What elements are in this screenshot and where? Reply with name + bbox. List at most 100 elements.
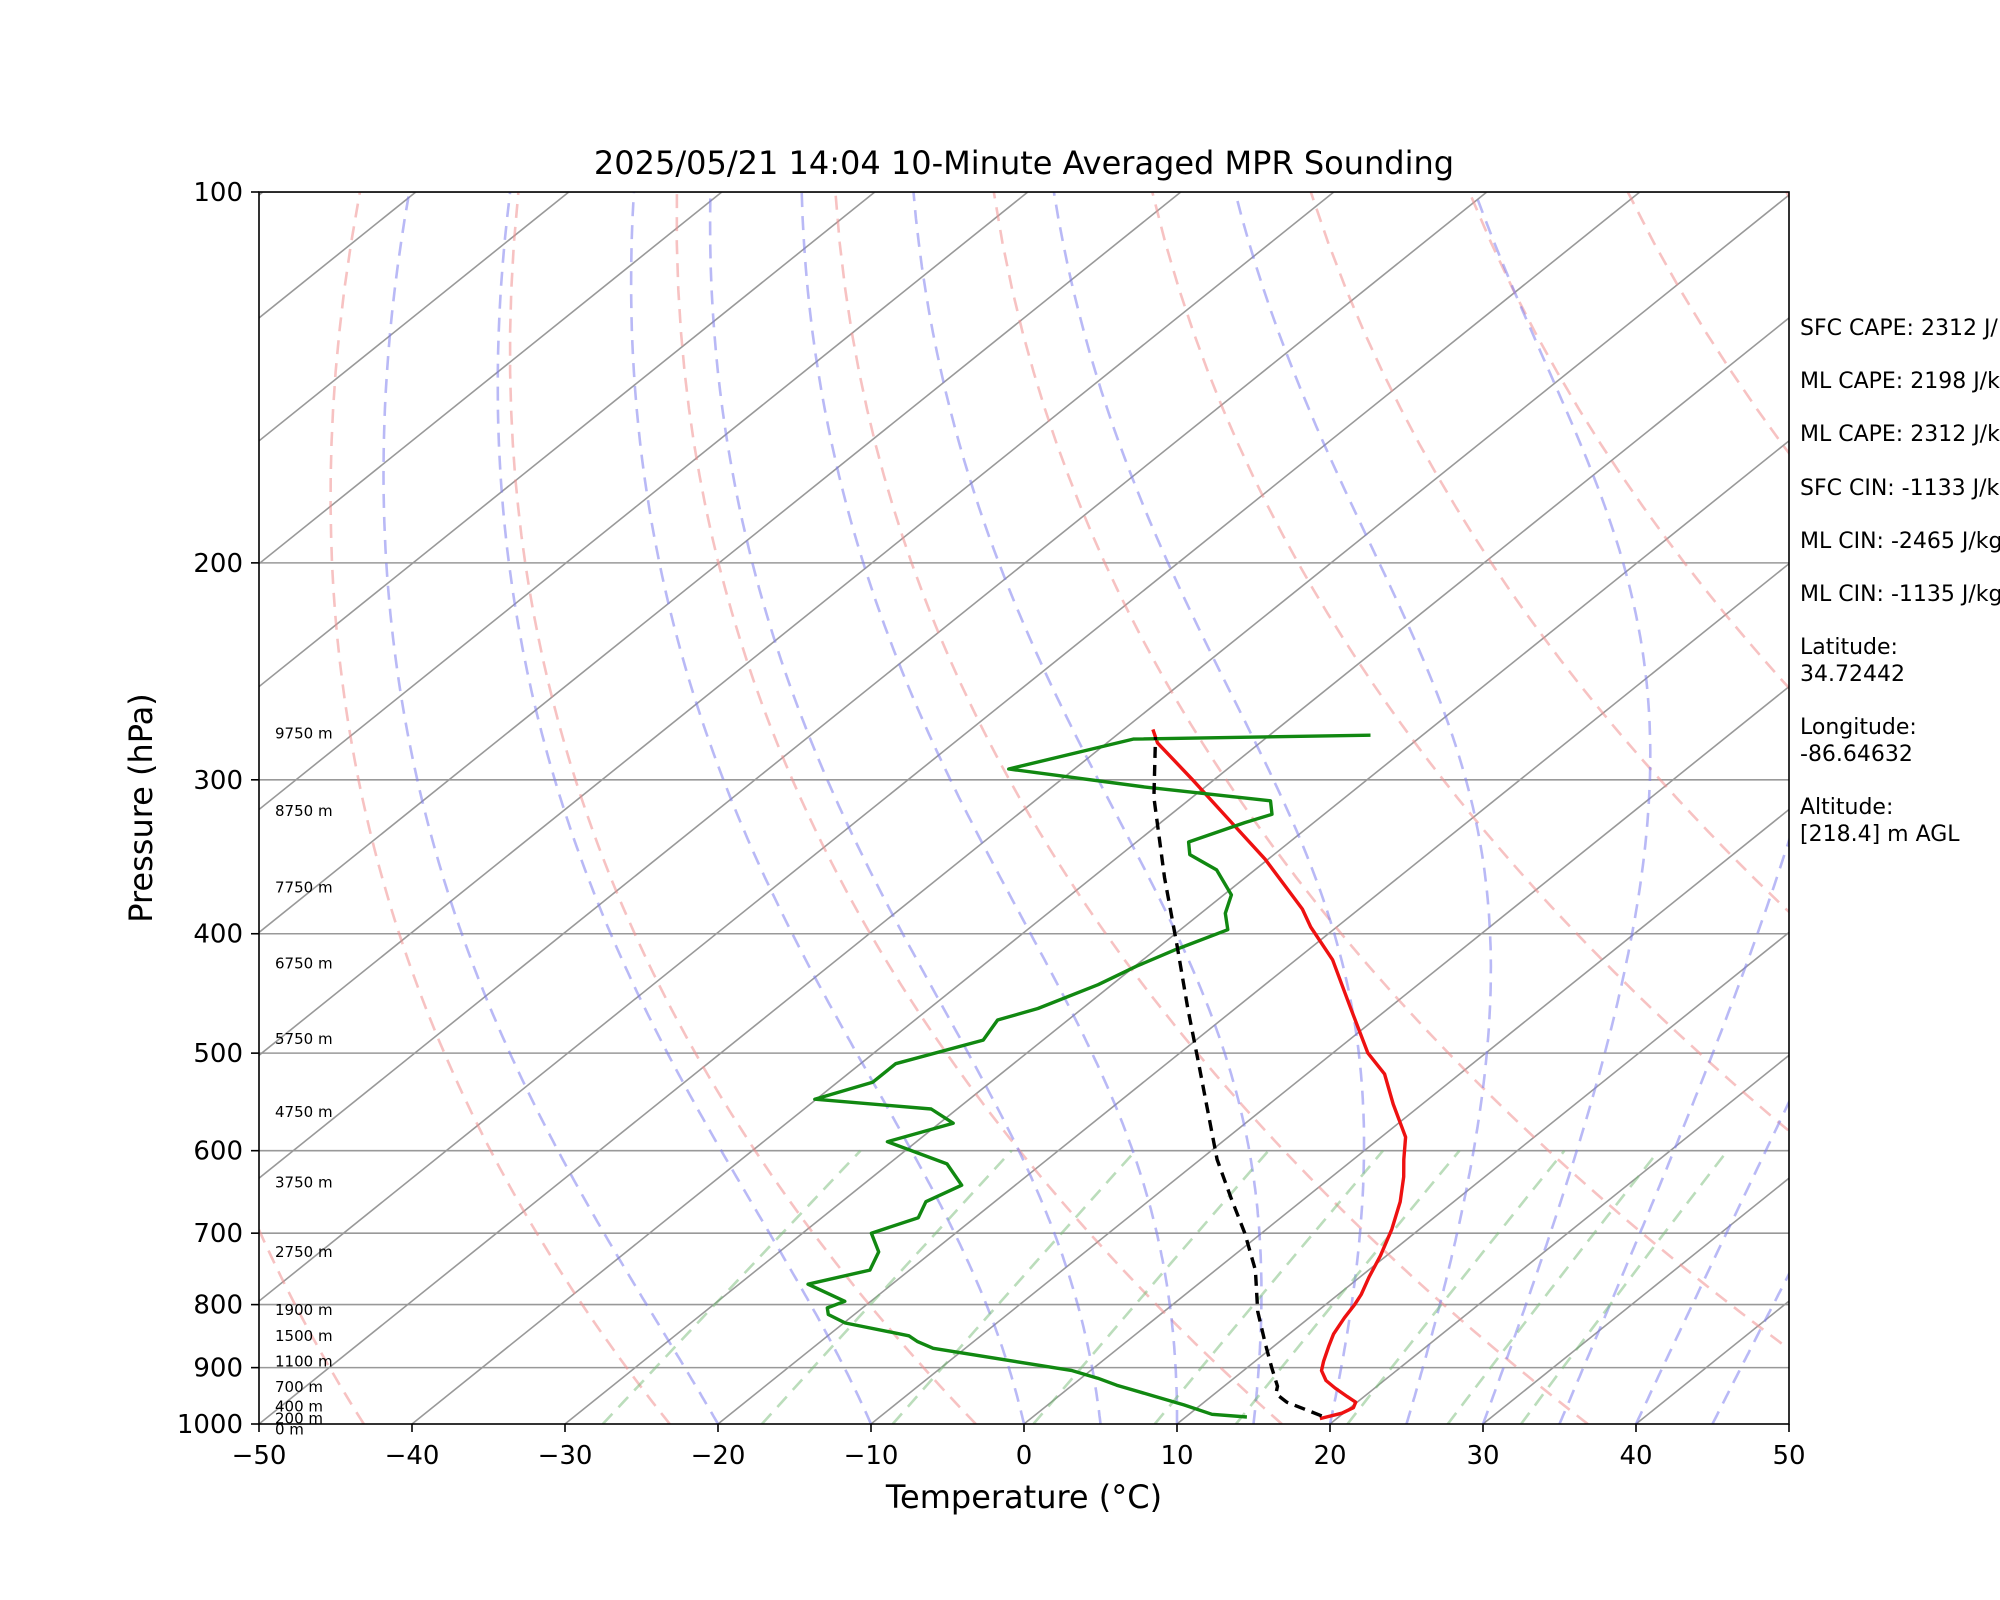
moist-adiabat-line	[1558, 192, 1789, 1424]
mixing-ratio-line	[1346, 1149, 1566, 1424]
axis-ticks: −50 −40 −30 −20 −10 0 10 20 30 40 50 100 200 300 400 50…	[177, 178, 1806, 1471]
dry-adiabat-line	[508, 192, 977, 1424]
isotherm-line	[259, 192, 876, 688]
dry-adiabat-line	[329, 192, 671, 1424]
x-tick-label: 50	[1772, 1441, 1805, 1471]
isotherm-line	[259, 192, 1182, 934]
isotherm-line	[259, 192, 1335, 1057]
x-tick-label: −40	[385, 1441, 440, 1471]
y-tick-label: 100	[193, 178, 243, 208]
altitude-value: [218.4] m AGL	[1800, 822, 1960, 847]
isotherm-line	[870, 685, 1789, 1424]
height-label: 1900 m	[275, 1301, 333, 1319]
longitude-label: Longitude:	[1800, 715, 1917, 740]
moist-adiabat-line	[1634, 1099, 1789, 1424]
longitude-value: -86.64632	[1800, 742, 1913, 767]
isotherm-line	[259, 192, 570, 442]
dry-adiabat-line	[0, 192, 58, 1424]
height-label: 9750 m	[275, 724, 333, 742]
latitude-label: Latitude:	[1800, 635, 1898, 660]
moist-adiabat-line	[1711, 1271, 1789, 1424]
isotherm-line	[564, 439, 1789, 1424]
mixing-ratio-line	[760, 1149, 1013, 1424]
ml-cape-text-2: ML CAPE: 2312 J/k	[1800, 422, 2000, 447]
dry-adiabat-line	[834, 192, 1589, 1424]
dewpoint-trace	[806, 733, 1371, 1419]
height-label: 200 m	[275, 1410, 323, 1428]
height-label: 2750 m	[275, 1243, 333, 1261]
plot-area	[0, 192, 1789, 1424]
dry-adiabat-line	[675, 192, 1283, 1424]
y-tick-label: 500	[193, 1039, 243, 1069]
moist-adiabat-line	[629, 192, 1026, 1424]
parcel-trace	[1152, 737, 1323, 1418]
isotherm-line	[717, 562, 1789, 1424]
moist-adiabat-line	[1052, 192, 1366, 1424]
height-label: 3750 m	[275, 1174, 333, 1192]
isotherm-line	[1329, 1054, 1789, 1424]
y-tick-label: 600	[193, 1137, 243, 1167]
x-tick-label: 40	[1619, 1441, 1652, 1471]
mixing-ratio-line	[601, 1149, 862, 1424]
y-tick-label: 300	[193, 766, 243, 796]
sfc-cin-readout: SFC CIN: -1133 J/k	[1800, 475, 1999, 502]
sfc-cin-text: SFC CIN: -1133 J/k	[1800, 476, 2000, 501]
mixing-ratio-line	[1446, 1149, 1660, 1424]
isotherm-line	[0, 192, 110, 1424]
moist-adiabat-line	[1473, 192, 1652, 1424]
y-tick-label: 700	[193, 1219, 243, 1249]
x-tick-label: 0	[1016, 1441, 1033, 1471]
ml-cape-readout-2: ML CAPE: 2312 J/k	[1800, 421, 2000, 448]
height-label: 8750 m	[275, 802, 333, 820]
altitude-readout: Altitude: [218.4] m AGL	[1800, 794, 1960, 848]
chart-title: 2025/05/21 14:04 10-Minute Averaged MPR …	[594, 144, 1454, 182]
x-tick-label: 10	[1160, 1441, 1193, 1471]
height-label: 6750 m	[275, 955, 333, 973]
height-label: 1100 m	[275, 1353, 333, 1371]
mixing-ratio-line	[1153, 1149, 1384, 1424]
latitude-value: 34.72442	[1800, 662, 1905, 687]
moist-adiabat-line	[496, 192, 873, 1424]
moist-adiabat-line	[1233, 192, 1493, 1424]
height-label: 7750 m	[275, 879, 333, 897]
y-tick-label: 200	[193, 549, 243, 579]
isotherm-line	[411, 316, 1789, 1424]
isotherm-line	[259, 192, 723, 565]
ml-cin-readout: ML CIN: -2465 J/kg	[1800, 528, 2000, 555]
sfc-cape-text: SFC CAPE: 2312 J/	[1800, 316, 1998, 341]
x-tick-label: −10	[844, 1441, 899, 1471]
height-label: 5750 m	[275, 1030, 333, 1048]
height-label: 400 m	[275, 1398, 323, 1416]
x-tick-label: 20	[1313, 1441, 1346, 1471]
y-tick-label: 400	[193, 920, 243, 950]
latitude-readout: Latitude: 34.72442	[1800, 634, 1905, 688]
isotherm-line	[259, 192, 1488, 1180]
moist-adiabat-line	[800, 192, 1179, 1424]
isotherm-line	[1176, 931, 1789, 1424]
x-tick-label: −50	[232, 1441, 287, 1471]
moist-adiabat-line	[708, 192, 1102, 1424]
dry-adiabat-line	[992, 192, 1789, 1351]
height-label: 4750 m	[275, 1103, 333, 1121]
temperature-trace	[1151, 728, 1408, 1421]
mixing-ratio-line	[1032, 1149, 1270, 1424]
y-axis-label: Pressure (hPa)	[122, 693, 160, 923]
mixing-ratio-line	[891, 1149, 1137, 1424]
x-tick-label: 30	[1466, 1441, 1499, 1471]
y-tick-label: 800	[193, 1291, 243, 1321]
moist-adiabat-line	[912, 192, 1263, 1424]
y-tick-label: 1000	[177, 1410, 243, 1440]
x-tick-label: −20	[691, 1441, 746, 1471]
x-axis-label: Temperature (°C)	[885, 1478, 1162, 1516]
isotherm-line	[1023, 808, 1789, 1424]
moist-adiabat-line	[382, 192, 720, 1424]
ml-cin-readout-2: ML CIN: -1135 J/kg	[1800, 581, 2000, 608]
ml-cin-text-2: ML CIN: -1135 J/kg	[1800, 582, 2000, 607]
mixing-ratio-line	[1520, 1149, 1729, 1424]
isotherm-line	[259, 192, 1641, 1303]
y-tick-label: 900	[193, 1354, 243, 1384]
ml-cape-text: ML CAPE: 2198 J/k	[1800, 369, 2000, 394]
height-label: 700 m	[275, 1378, 323, 1396]
isotherm-line	[259, 192, 1029, 811]
